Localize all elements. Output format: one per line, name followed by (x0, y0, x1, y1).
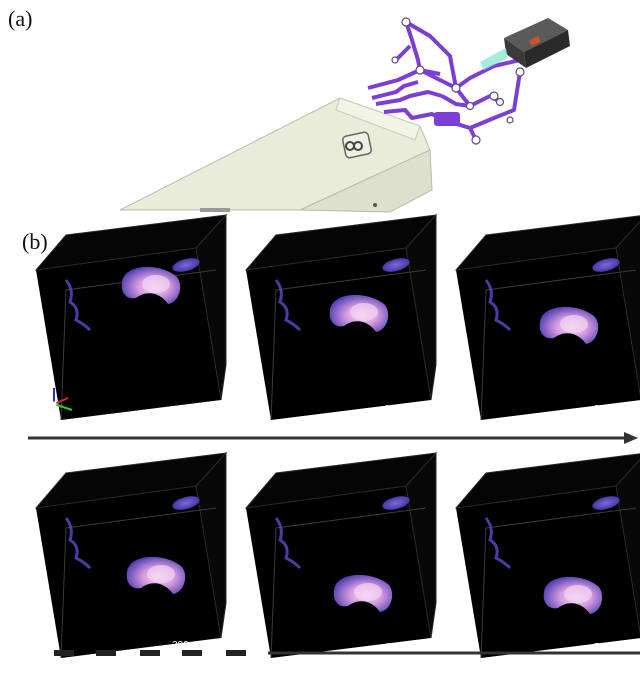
vortex-structure (539, 306, 599, 344)
vortex-structure (121, 266, 181, 304)
frame-cube-6 (454, 453, 640, 659)
vortex-structure (543, 576, 603, 614)
device-front-face (299, 149, 433, 213)
timeline-arrow-row2 (268, 651, 640, 655)
vortex-structure (329, 294, 389, 332)
vortex-structure (333, 574, 393, 612)
axes-indicator (51, 388, 73, 411)
frame-time-label: 100 ms (384, 404, 417, 415)
experimental-setup-illustration (119, 17, 570, 213)
device-rim (335, 97, 421, 141)
timeline-arrow-row1 (28, 432, 638, 444)
frame-time-label: 500 ms (594, 642, 627, 653)
frame-time-label: 300 ms (172, 640, 205, 651)
frame-time-label: 200 ms (594, 404, 627, 415)
frame-time-label: 400 ms (384, 642, 417, 653)
frame-time-label: 0 ms (182, 404, 204, 415)
frame-cube-5 (244, 451, 438, 659)
frame-cube-3 (454, 215, 640, 421)
frame-cube-2 (244, 213, 438, 421)
tubing-fittings (391, 17, 525, 145)
device-top-face (119, 97, 431, 211)
frame-cube-4 (34, 451, 228, 659)
frame-cube-1 (34, 213, 228, 421)
panel-label-a: (a) (8, 6, 33, 31)
panel-label-b: (b) (22, 229, 48, 254)
tubing-junction-block (434, 112, 460, 126)
camera-module (480, 18, 570, 70)
device-port (341, 131, 373, 159)
vortex-structure (126, 556, 186, 594)
microfluidic-tubing (367, 20, 522, 141)
